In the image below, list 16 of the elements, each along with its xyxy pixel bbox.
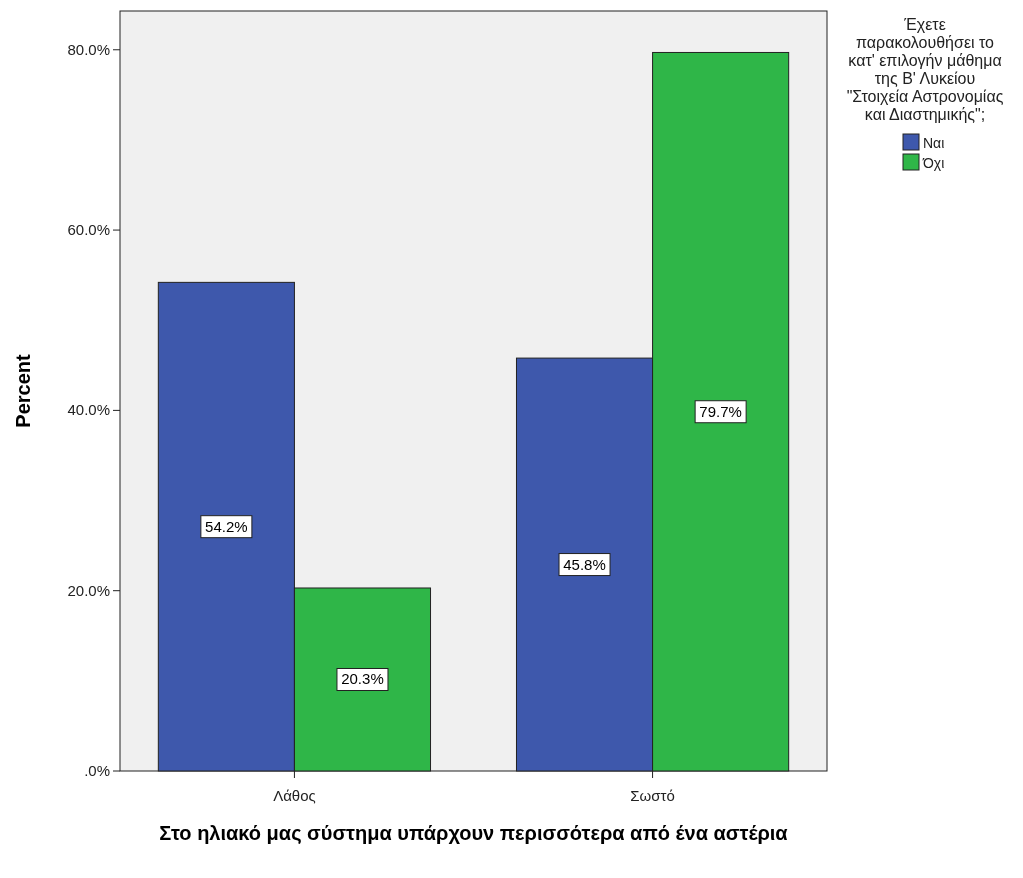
data-label: 20.3%: [341, 670, 384, 688]
data-label: 79.7%: [699, 402, 742, 420]
x-tick-label: Σωστό: [630, 787, 675, 804]
legend-label: Ναι: [923, 135, 945, 151]
y-tick-label: 60.0%: [67, 221, 110, 239]
x-tick-label: Λάθος: [273, 787, 316, 804]
x-axis-title: Στο ηλιακό μας σύστημα υπάρχουν περισσότερα από ένα αστέρια: [159, 822, 789, 844]
y-tick-label: .0%: [84, 762, 110, 779]
data-label: 45.8%: [563, 555, 606, 573]
y-tick-label: 40.0%: [67, 401, 110, 419]
legend-title: Έχετε παρακολουθήσει το κατ' επιλογήν μάθημα της Β' Λυκείου "Στοιχεία Αστρονομίας και Διαστημικής";: [846, 16, 1004, 123]
legend-label: Όχι: [922, 155, 945, 171]
y-tick-label: 80.0%: [67, 40, 110, 58]
y-tick-label: 20.0%: [67, 581, 110, 599]
data-label: 54.2%: [205, 517, 248, 535]
y-axis-title: Percent: [12, 353, 34, 428]
